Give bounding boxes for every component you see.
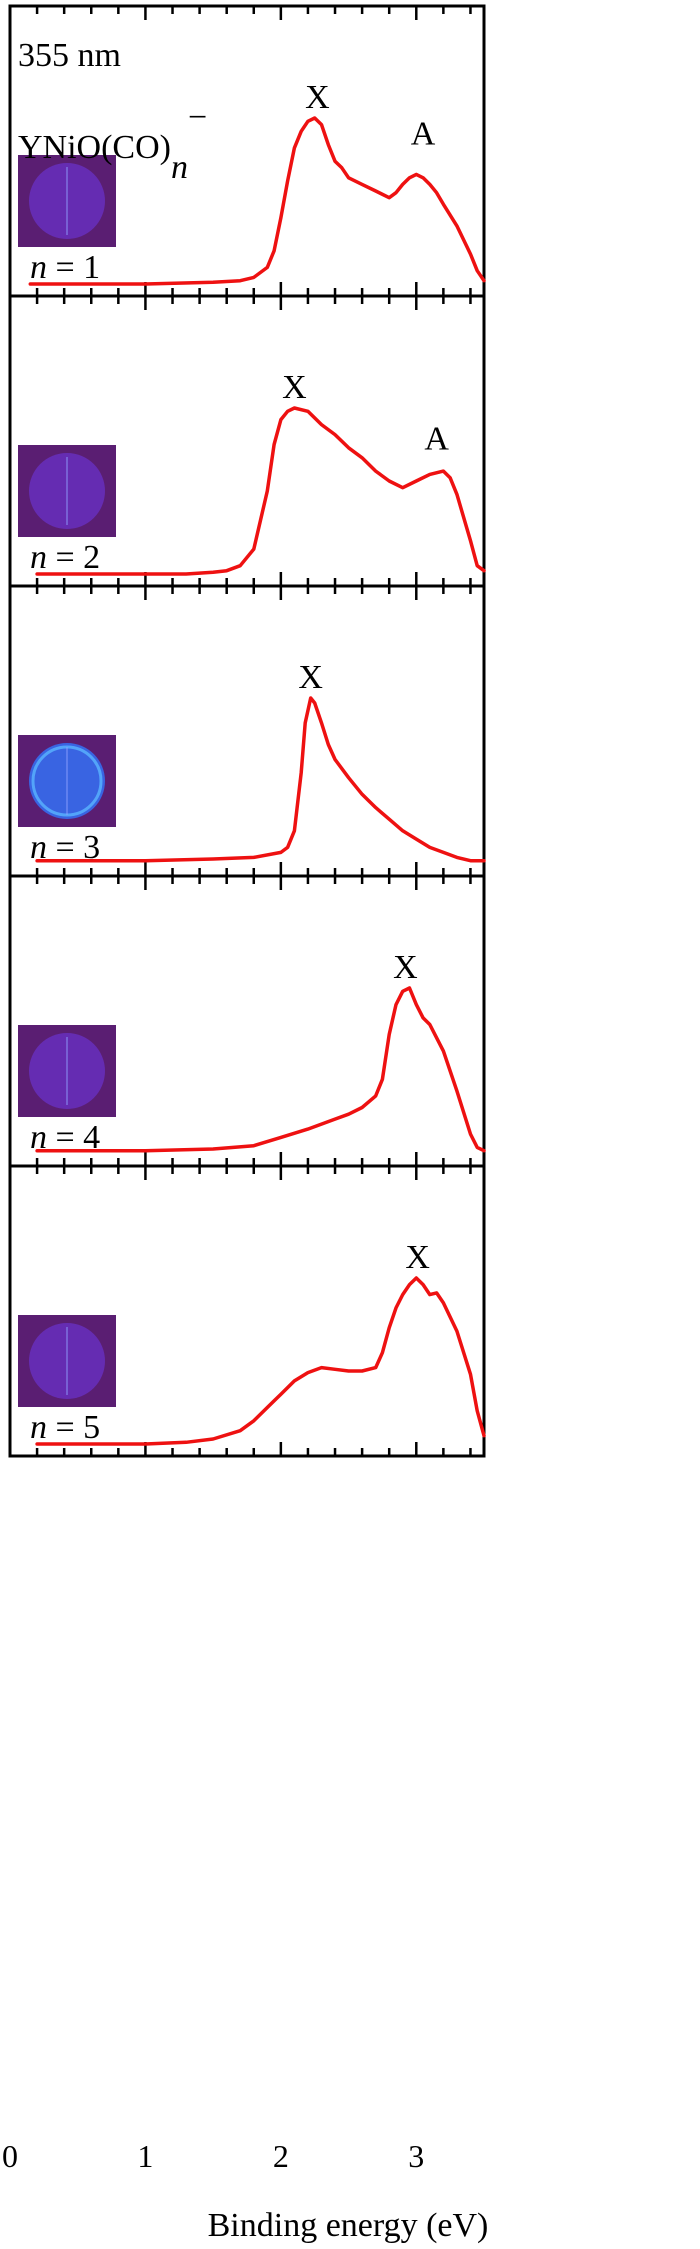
- species-label: YNiO(CO)n−: [18, 99, 207, 186]
- x-tick-label: 0: [2, 2138, 18, 2174]
- species-subscript: n: [171, 149, 188, 186]
- x-tick-label: 2: [273, 2138, 289, 2174]
- panel-n-label: n = 1: [30, 249, 100, 286]
- peak-label: X: [305, 79, 330, 116]
- x-axis-label: Binding energy (eV): [208, 2207, 489, 2244]
- panel-n-label: n = 2: [30, 539, 100, 576]
- peak-label: X: [405, 1239, 430, 1276]
- velocity-map-image-icon: [18, 1025, 116, 1117]
- panel-n-variable: n: [30, 539, 47, 576]
- velocity-map-image-icon: [18, 155, 116, 247]
- x-tick-label: 3: [408, 2138, 424, 2174]
- panel-n-variable: n: [30, 1119, 47, 1156]
- spectrum-panel: n = 3 X: [8, 584, 486, 878]
- panel-n-value: = 2: [47, 539, 100, 576]
- peak-label: X: [282, 369, 307, 406]
- panel-n-variable: n: [30, 829, 47, 866]
- velocity-map-image-icon: [18, 1315, 116, 1407]
- wavelength-label: 355 nm: [18, 37, 121, 74]
- species-charge: −: [188, 99, 207, 136]
- peak-label: X: [298, 659, 323, 696]
- spectrum-panel: n = 5 X: [8, 1164, 486, 1458]
- spectrum-panel: n = 4X: [8, 874, 486, 1168]
- panel-frame: [8, 1164, 486, 1458]
- velocity-map-image-icon: [18, 735, 116, 827]
- spectrum-trace: [35, 696, 486, 863]
- panel-n-variable: n: [30, 1409, 47, 1446]
- panel-n-variable: n: [30, 249, 47, 286]
- spectrum-panel: n = 1 X A: [8, 4, 486, 298]
- x-tick-label: 1: [137, 2138, 153, 2174]
- spectrum-trace: [28, 116, 486, 286]
- peak-label: A: [411, 116, 436, 153]
- species-base: YNiO(CO): [18, 129, 171, 166]
- peak-label: A: [424, 420, 449, 457]
- spectrum-trace: [35, 986, 486, 1153]
- velocity-map-image-icon: [18, 445, 116, 537]
- panel-n-label: n = 5: [30, 1409, 100, 1446]
- spectrum-trace: [35, 1276, 486, 1446]
- panel-n-value: = 1: [47, 249, 100, 286]
- peak-label: X: [393, 949, 418, 986]
- spectrum-trace: [35, 406, 486, 576]
- panel-n-label: n = 3: [30, 829, 100, 866]
- panel-n-value: = 5: [47, 1409, 100, 1446]
- x-axis-tick-labels: 0 1 2 3: [2, 2138, 424, 2174]
- spectrum-panel: n = 2 X A: [8, 294, 486, 588]
